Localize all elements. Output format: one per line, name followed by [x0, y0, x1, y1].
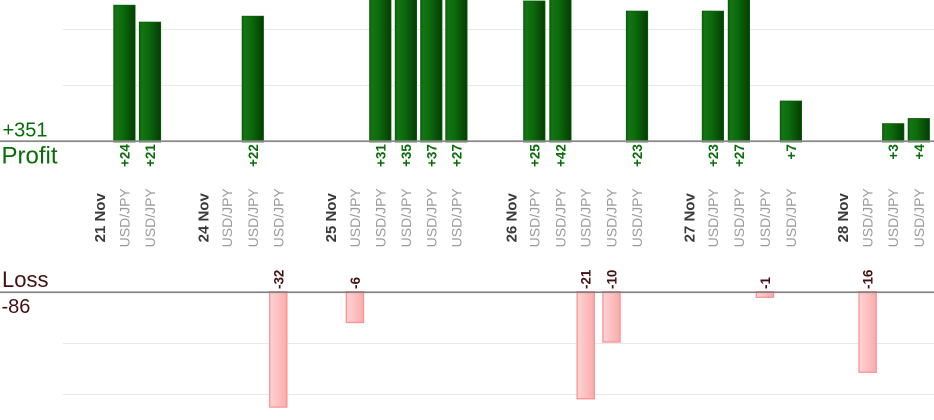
svg-text:USD/JPY: USD/JPY — [629, 188, 645, 248]
svg-text:-16: -16 — [861, 270, 876, 289]
svg-text:Loss: Loss — [2, 267, 48, 292]
svg-text:-86: -86 — [2, 296, 31, 318]
svg-text:27 Nov: 27 Nov — [681, 193, 698, 243]
svg-text:USD/JPY: USD/JPY — [705, 188, 721, 248]
svg-text:USD/JPY: USD/JPY — [423, 188, 439, 248]
svg-text:+4: +4 — [912, 144, 927, 160]
svg-text:26 Nov: 26 Nov — [503, 193, 520, 243]
svg-text:USD/JPY: USD/JPY — [604, 188, 620, 248]
svg-text:USD/JPY: USD/JPY — [219, 188, 235, 248]
svg-text:+27: +27 — [449, 144, 464, 167]
svg-text:USD/JPY: USD/JPY — [347, 188, 363, 248]
svg-text:-21: -21 — [579, 269, 594, 289]
svg-text:25 Nov: 25 Nov — [323, 193, 340, 243]
svg-text:USD/JPY: USD/JPY — [245, 188, 261, 248]
svg-text:+22: +22 — [246, 144, 261, 167]
svg-text:USD/JPY: USD/JPY — [142, 188, 158, 248]
svg-text:-6: -6 — [348, 277, 363, 289]
svg-text:+21: +21 — [143, 144, 158, 167]
svg-text:USD/JPY: USD/JPY — [398, 188, 414, 248]
svg-text:USD/JPY: USD/JPY — [116, 188, 132, 248]
svg-text:+23: +23 — [630, 144, 645, 167]
svg-text:+27: +27 — [732, 144, 747, 167]
svg-text:USD/JPY: USD/JPY — [578, 188, 594, 248]
svg-text:USD/JPY: USD/JPY — [526, 188, 542, 248]
svg-text:USD/JPY: USD/JPY — [270, 188, 286, 248]
svg-text:-1: -1 — [758, 277, 773, 289]
svg-text:+42: +42 — [553, 144, 568, 167]
svg-text:-32: -32 — [271, 270, 286, 289]
svg-text:USD/JPY: USD/JPY — [731, 188, 747, 248]
svg-text:USD/JPY: USD/JPY — [911, 188, 927, 248]
svg-text:+31: +31 — [373, 144, 388, 167]
svg-text:+25: +25 — [527, 144, 542, 167]
svg-text:USD/JPY: USD/JPY — [885, 188, 901, 248]
svg-text:+351: +351 — [3, 120, 48, 142]
svg-text:21 Nov: 21 Nov — [92, 193, 109, 243]
svg-text:USD/JPY: USD/JPY — [783, 188, 799, 248]
svg-text:USD/JPY: USD/JPY — [372, 188, 388, 248]
svg-text:+37: +37 — [424, 144, 439, 167]
svg-text:+35: +35 — [399, 144, 414, 167]
svg-text:+3: +3 — [886, 144, 901, 159]
svg-text:28 Nov: 28 Nov — [835, 193, 852, 243]
svg-text:USD/JPY: USD/JPY — [552, 188, 568, 248]
svg-text:+23: +23 — [706, 144, 721, 167]
svg-text:USD/JPY: USD/JPY — [757, 188, 773, 248]
svg-text:+24: +24 — [117, 144, 132, 167]
svg-text:-10: -10 — [605, 270, 620, 289]
svg-text:Profit: Profit — [2, 143, 58, 170]
svg-text:+7: +7 — [784, 144, 799, 159]
svg-text:USD/JPY: USD/JPY — [860, 188, 876, 248]
svg-text:USD/JPY: USD/JPY — [448, 188, 464, 248]
svg-text:24 Nov: 24 Nov — [196, 193, 213, 243]
